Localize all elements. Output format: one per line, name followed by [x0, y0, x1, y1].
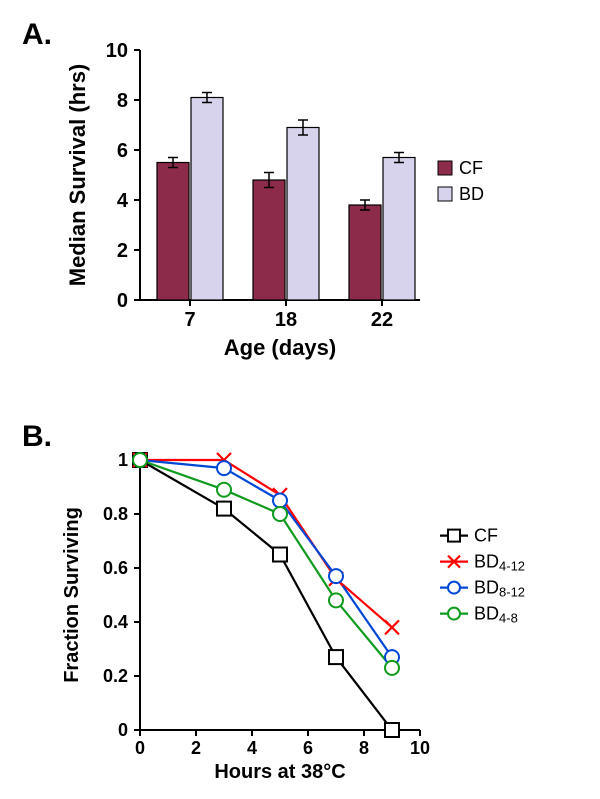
svg-text:8: 8 [117, 90, 128, 112]
svg-text:CF: CF [474, 526, 498, 546]
line-chart-b: 00.20.40.60.810246810Fraction SurvivingH… [0, 400, 600, 799]
svg-text:CF: CF [459, 158, 483, 178]
svg-text:BD4-12: BD4-12 [474, 552, 525, 574]
svg-text:Age (days): Age (days) [224, 335, 336, 360]
svg-text:0.8: 0.8 [103, 504, 128, 524]
svg-text:18: 18 [275, 309, 297, 331]
svg-text:8: 8 [359, 738, 369, 758]
bar-chart-a: 0 2 4 6 8 10 Median Survival (hrs) 7 18 22 Age (da… [0, 0, 600, 400]
svg-text:6: 6 [303, 738, 313, 758]
svg-text:0: 0 [117, 290, 128, 312]
svg-text:Median Survival (hrs): Median Survival (hrs) [65, 64, 90, 287]
svg-text:Hours at 38°C: Hours at 38°C [214, 761, 345, 783]
svg-text:Fraction Surviving: Fraction Surviving [61, 507, 83, 683]
svg-text:0: 0 [135, 738, 145, 758]
svg-text:BD8-12: BD8-12 [474, 578, 525, 600]
svg-text:0: 0 [118, 720, 128, 740]
svg-text:1: 1 [118, 450, 128, 470]
svg-text:BD4-8: BD4-8 [474, 604, 518, 626]
svg-text:6: 6 [117, 140, 128, 162]
svg-text:2: 2 [191, 738, 201, 758]
svg-text:0.2: 0.2 [103, 666, 128, 686]
svg-text:BD: BD [459, 184, 484, 204]
svg-text:0.6: 0.6 [103, 558, 128, 578]
svg-text:4: 4 [117, 190, 129, 212]
svg-text:7: 7 [184, 309, 195, 331]
figure-container: A. 0246810Median Survival (hrs)71822Age … [0, 0, 600, 799]
svg-text:22: 22 [371, 309, 393, 331]
svg-text:4: 4 [247, 738, 257, 758]
svg-text:10: 10 [410, 738, 430, 758]
svg-text:2: 2 [117, 240, 128, 262]
svg-text:0.4: 0.4 [103, 612, 128, 632]
svg-text:10: 10 [106, 40, 128, 62]
